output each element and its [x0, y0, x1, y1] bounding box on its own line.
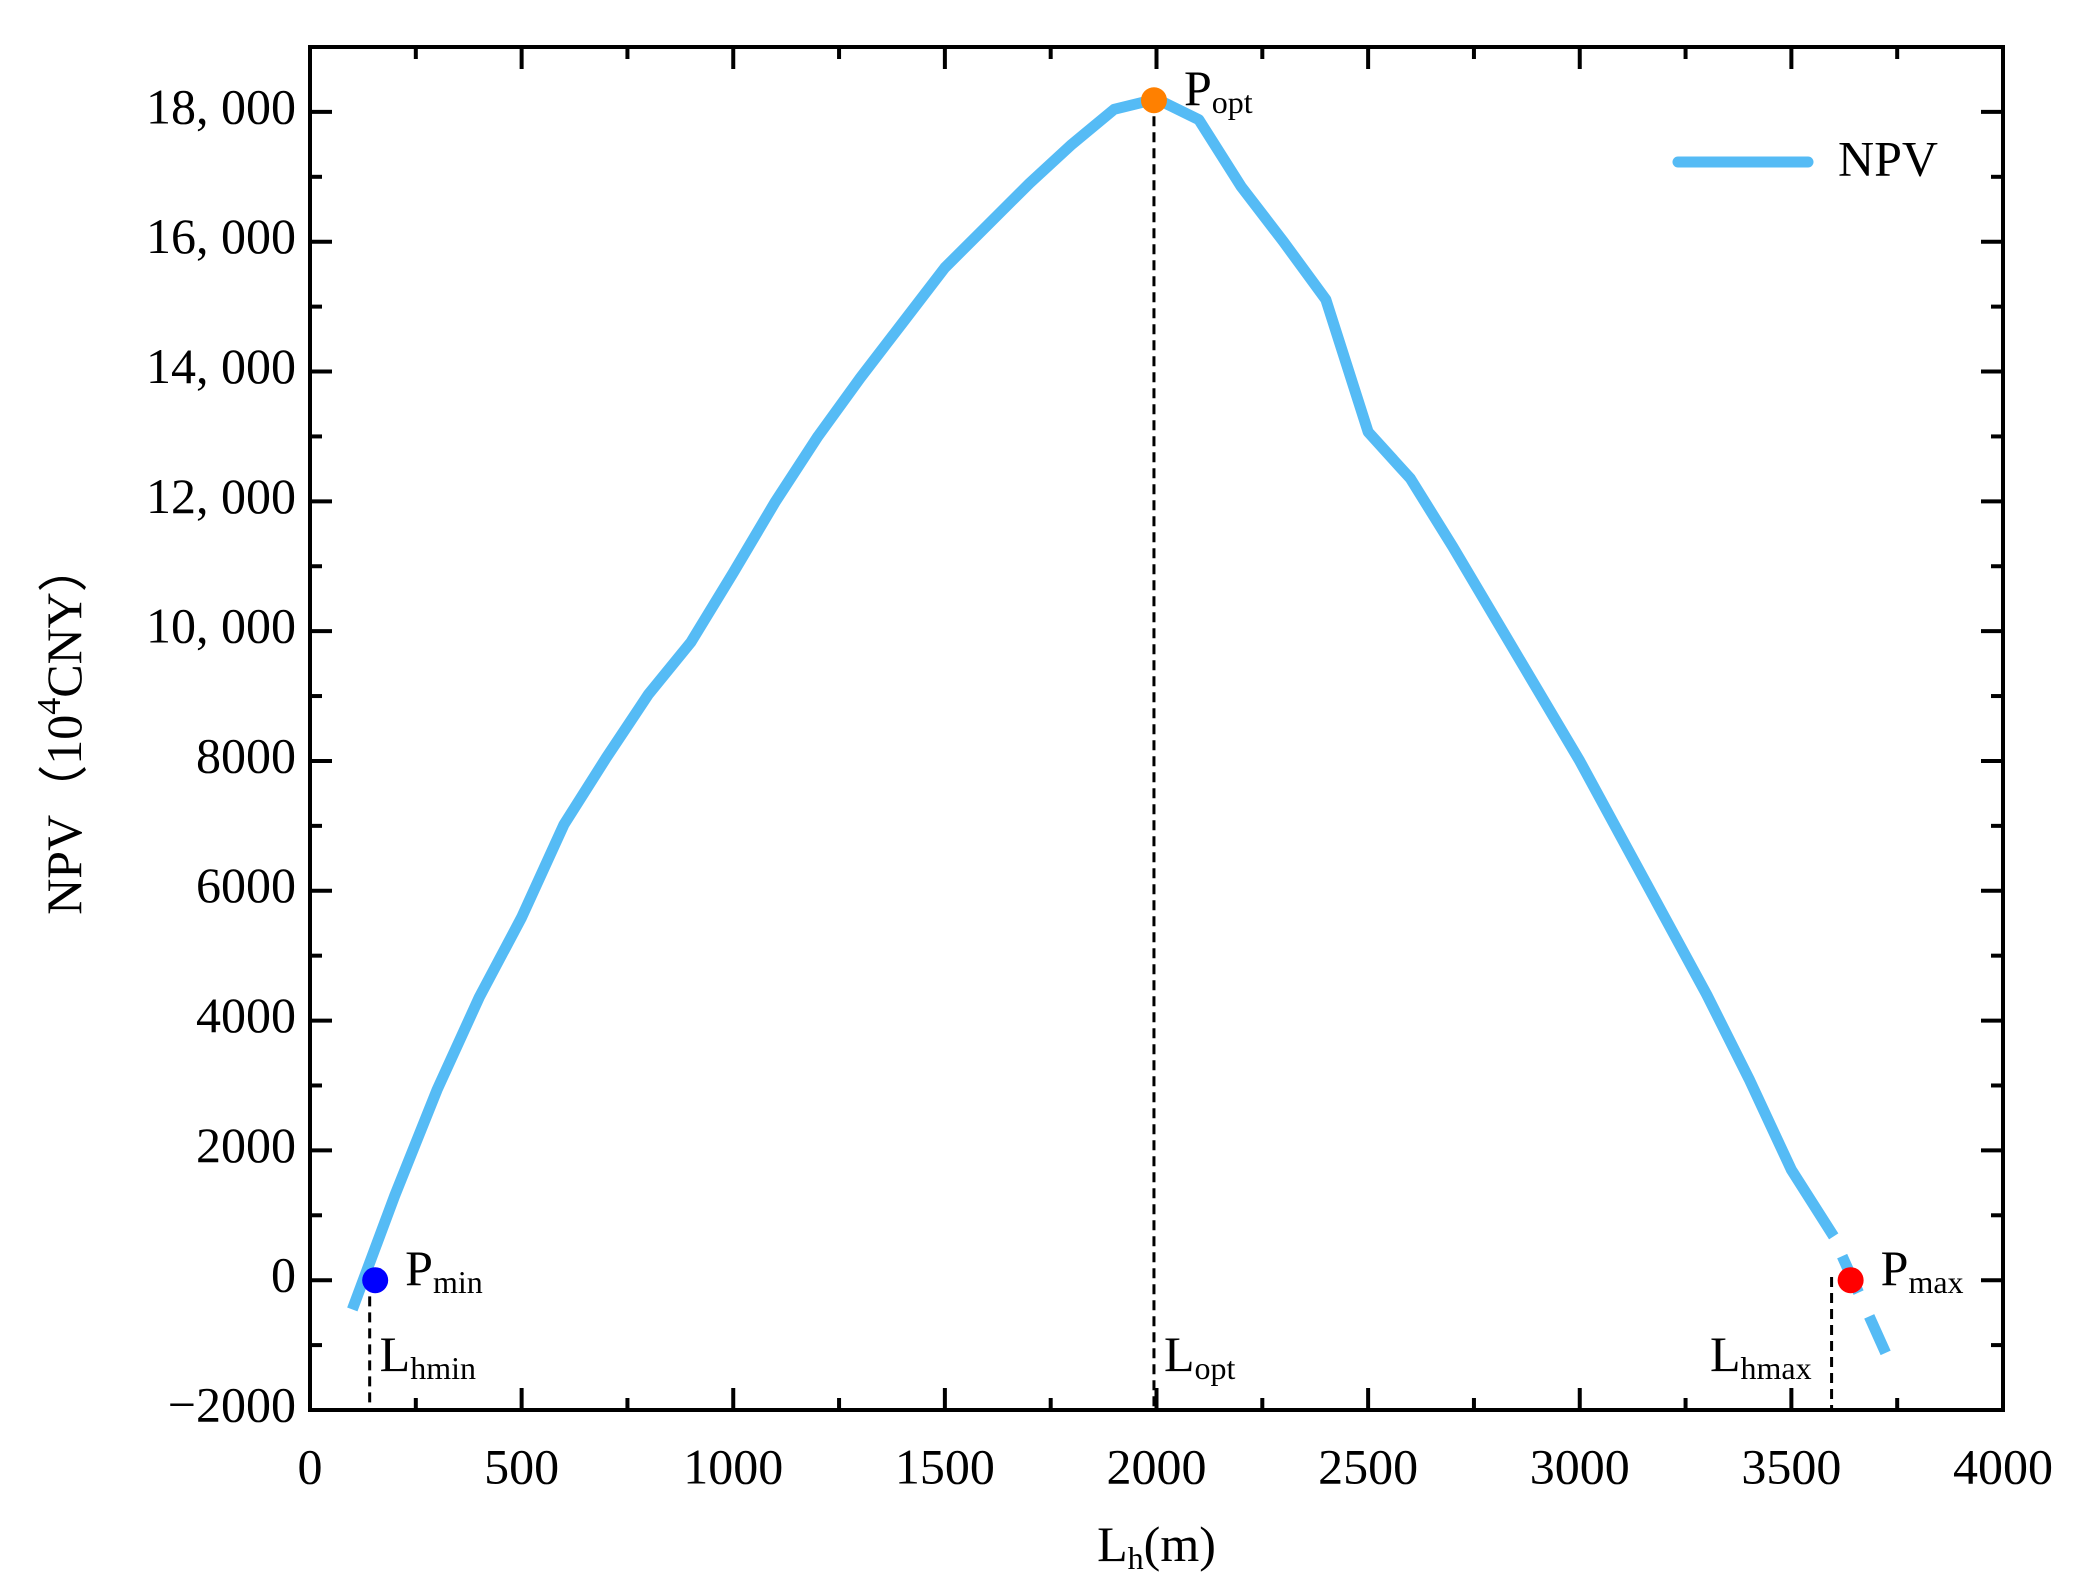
label: Lh(m) — [1097, 1516, 1216, 1576]
y-tick-label: −2000 — [168, 1376, 296, 1432]
y-tick-label: 0 — [271, 1247, 296, 1303]
label-sub: h — [1128, 1540, 1144, 1576]
label-sub: hmin — [410, 1350, 476, 1386]
label-main: P — [1881, 1241, 1909, 1297]
label-sup: 4 — [31, 698, 68, 715]
y-tick-label: 18, 000 — [146, 78, 296, 134]
x-tick-label: 3000 — [1530, 1438, 1630, 1494]
y-tick-label: 8000 — [196, 727, 296, 783]
label-rest: (m) — [1144, 1516, 1216, 1572]
label-main: L — [1710, 1326, 1741, 1382]
label-main: P — [405, 1241, 433, 1297]
label-main: NPV（10 — [36, 715, 92, 915]
x-tick-label: 4000 — [1953, 1438, 2053, 1494]
label-sub: min — [433, 1265, 483, 1301]
legend-label: NPV — [1838, 130, 1938, 186]
label: NPV（104CNY） — [31, 542, 93, 915]
y-tick-label: 4000 — [196, 987, 296, 1043]
data-line — [347, 93, 1839, 1312]
x-tick-label: 1500 — [895, 1438, 995, 1494]
x-tick-label: 3500 — [1741, 1438, 1841, 1494]
y-tick-label: 16, 000 — [146, 208, 296, 264]
x-tick-label: 0 — [298, 1438, 323, 1494]
y-tick-label: 2000 — [196, 1117, 296, 1173]
point — [362, 1267, 389, 1294]
label: Lhmin — [380, 1326, 476, 1386]
y-tick-label: 14, 000 — [146, 338, 296, 394]
label: Lhmax — [1710, 1326, 1812, 1386]
y-tick-label: 10, 000 — [146, 598, 296, 654]
label: Pmin — [405, 1241, 483, 1301]
plot-frame — [308, 45, 2005, 1412]
y-tick-label: 6000 — [196, 857, 296, 913]
label-main: P — [1184, 61, 1212, 117]
label-sub: max — [1908, 1265, 1963, 1301]
x-tick-label: 2500 — [1318, 1438, 1418, 1494]
label-main: L — [380, 1326, 411, 1382]
label: Pmax — [1881, 1241, 1964, 1301]
label: Popt — [1184, 61, 1253, 121]
label-sub: opt — [1195, 1350, 1236, 1386]
label-main: L — [1164, 1326, 1195, 1382]
label-sub: hmax — [1740, 1350, 1811, 1386]
x-tick-label: 500 — [484, 1438, 559, 1494]
point — [1140, 87, 1167, 114]
label-sub: opt — [1212, 85, 1253, 121]
label-rest: CNY） — [36, 542, 92, 698]
x-tick-label: 1000 — [683, 1438, 783, 1494]
label-main: L — [1097, 1516, 1128, 1572]
x-tick-label: 2000 — [1107, 1438, 1207, 1494]
y-tick-label: 12, 000 — [146, 468, 296, 524]
label: Lopt — [1164, 1326, 1236, 1386]
point — [1837, 1267, 1864, 1294]
